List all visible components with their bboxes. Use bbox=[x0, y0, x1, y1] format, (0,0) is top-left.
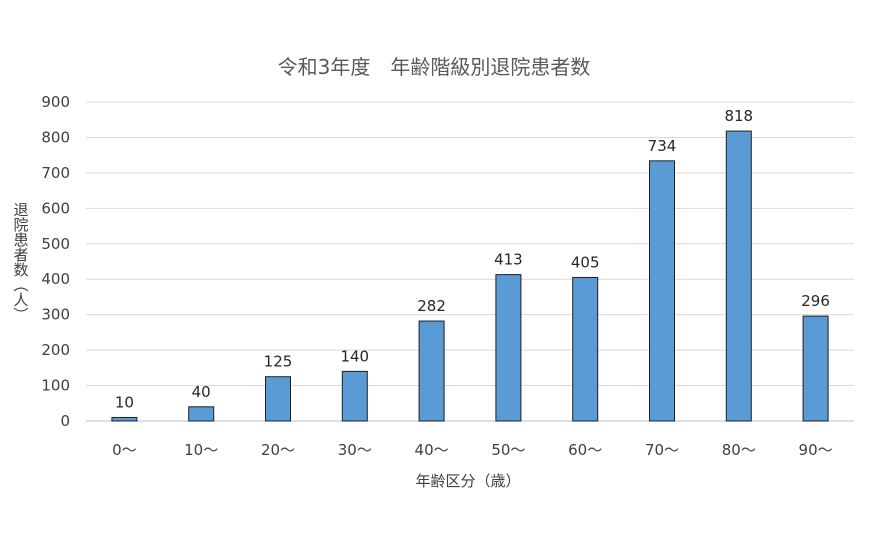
x-tick-label: 90〜 bbox=[799, 441, 833, 459]
data-label: 40 bbox=[192, 383, 211, 401]
y-tick-label: 0 bbox=[60, 412, 70, 430]
x-tick-label: 10〜 bbox=[184, 441, 218, 459]
x-axis-tick-labels: 0〜 10〜 20〜 30〜 40〜 50〜 60〜 70〜 80〜 90〜 bbox=[112, 441, 833, 459]
y-tick-label: 600 bbox=[41, 199, 70, 217]
x-tick-label: 0〜 bbox=[112, 441, 137, 459]
data-label: 282 bbox=[417, 297, 446, 315]
y-tick-label: 800 bbox=[41, 128, 70, 146]
chart-title: 令和3年度 年齢階級別退院患者数 bbox=[278, 55, 591, 79]
data-label: 734 bbox=[648, 137, 677, 155]
y-axis-title: 退院患者数（人） bbox=[12, 202, 30, 322]
y-tick-label: 200 bbox=[41, 341, 70, 359]
x-tick-label: 20〜 bbox=[261, 441, 295, 459]
bar bbox=[265, 376, 291, 422]
x-tick-label: 40〜 bbox=[415, 441, 449, 459]
bars bbox=[111, 130, 829, 422]
bar bbox=[649, 160, 675, 422]
y-tick-label: 300 bbox=[41, 306, 70, 324]
x-axis-title: 年齢区分（歳） bbox=[415, 472, 520, 490]
data-label: 10 bbox=[115, 393, 134, 411]
y-tick-label: 100 bbox=[41, 377, 70, 395]
data-label: 413 bbox=[494, 251, 523, 269]
x-tick-label: 80〜 bbox=[722, 441, 756, 459]
y-tick-label: 400 bbox=[41, 270, 70, 288]
data-labels: 10 40 125 140 282 413 405 734 818 296 bbox=[115, 107, 830, 411]
data-label: 296 bbox=[801, 292, 830, 310]
bar bbox=[188, 406, 215, 422]
x-tick-label: 70〜 bbox=[645, 441, 679, 459]
x-tick-label: 50〜 bbox=[491, 441, 525, 459]
x-tick-label: 30〜 bbox=[338, 441, 372, 459]
y-tick-label: 700 bbox=[41, 164, 70, 182]
bar bbox=[111, 416, 138, 422]
data-label: 140 bbox=[340, 347, 369, 365]
y-tick-label: 900 bbox=[41, 93, 70, 111]
data-label: 405 bbox=[571, 253, 600, 271]
bar bbox=[725, 130, 752, 422]
data-label: 125 bbox=[264, 353, 293, 371]
gridlines bbox=[86, 101, 854, 422]
x-tick-label: 60〜 bbox=[568, 441, 602, 459]
y-axis-tick-labels: 0 100 200 300 400 500 600 700 800 900 bbox=[41, 93, 70, 430]
bar bbox=[341, 370, 368, 422]
bar bbox=[418, 320, 445, 422]
bar bbox=[495, 274, 522, 422]
data-label: 818 bbox=[724, 107, 753, 125]
y-tick-label: 500 bbox=[41, 235, 70, 253]
bar bbox=[572, 276, 599, 422]
bar bbox=[802, 315, 829, 422]
